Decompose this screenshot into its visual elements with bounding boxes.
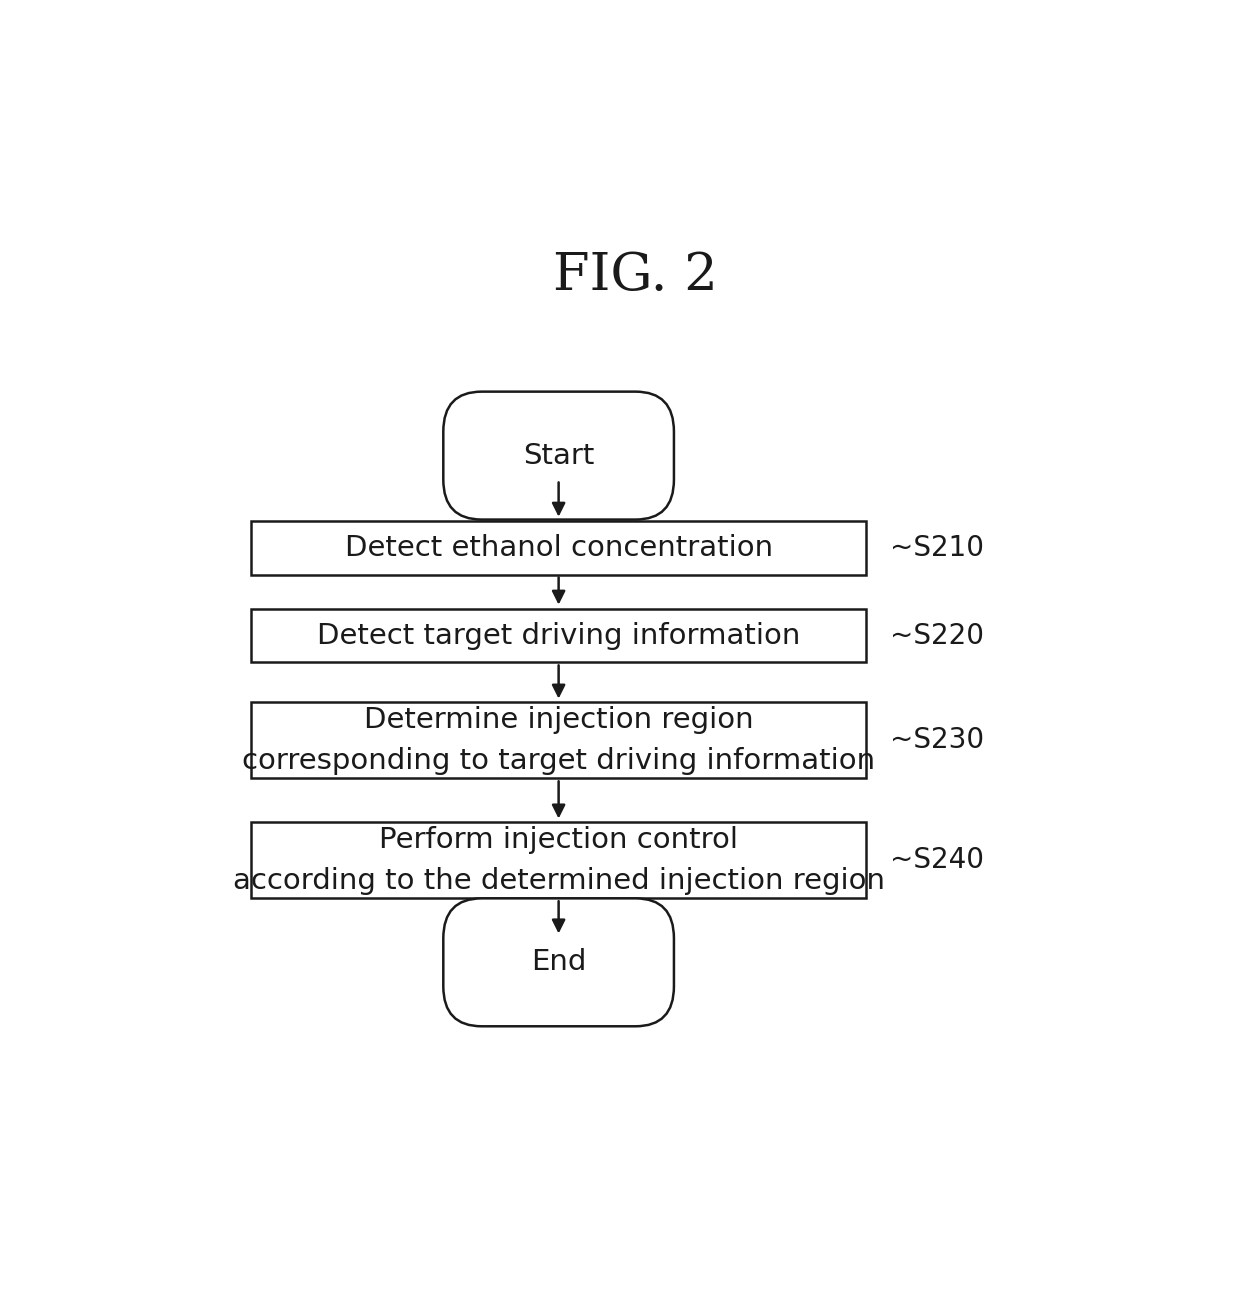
Text: Detect ethanol concentration: Detect ethanol concentration: [345, 533, 773, 562]
Text: FIG. 2: FIG. 2: [553, 251, 718, 301]
FancyBboxPatch shape: [250, 520, 866, 575]
Text: ~S240: ~S240: [890, 846, 985, 875]
FancyBboxPatch shape: [250, 702, 866, 779]
Text: Determine injection region
corresponding to target driving information: Determine injection region corresponding…: [242, 706, 875, 775]
Text: ~S220: ~S220: [890, 622, 985, 649]
FancyBboxPatch shape: [444, 898, 675, 1027]
FancyBboxPatch shape: [444, 392, 675, 519]
Text: Start: Start: [523, 441, 594, 470]
Text: ~S210: ~S210: [890, 533, 985, 562]
FancyBboxPatch shape: [250, 823, 866, 898]
Text: Detect target driving information: Detect target driving information: [317, 622, 800, 649]
FancyBboxPatch shape: [250, 609, 866, 662]
Text: Perform injection control
according to the determined injection region: Perform injection control according to t…: [233, 826, 884, 896]
Text: ~S230: ~S230: [890, 727, 985, 754]
Text: End: End: [531, 949, 587, 976]
